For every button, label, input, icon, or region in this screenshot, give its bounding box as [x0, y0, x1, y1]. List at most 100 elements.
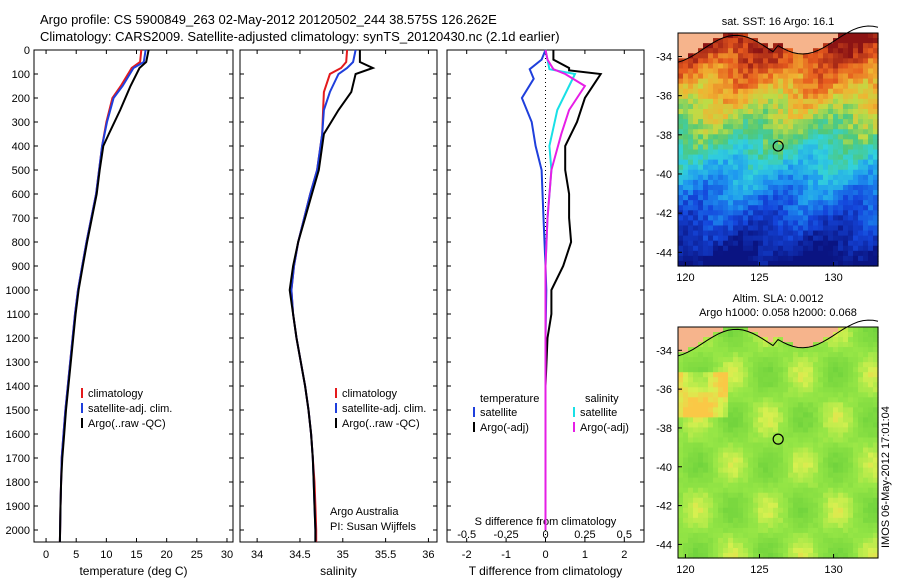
- map-cell: [683, 63, 689, 70]
- map-cell: [808, 457, 814, 464]
- map-cell: [818, 342, 824, 348]
- map-cell: [863, 68, 869, 75]
- map-cell: [808, 58, 814, 64]
- map-cell: [823, 98, 829, 105]
- map-cell: [808, 88, 814, 95]
- map-cell: [793, 245, 799, 252]
- map-cell: [863, 417, 869, 424]
- map-cell: [678, 367, 684, 373]
- map-cell: [748, 195, 754, 201]
- map-cell: [803, 159, 809, 166]
- map-cell: [803, 392, 809, 398]
- map-cell: [848, 347, 854, 353]
- map-cell: [748, 93, 754, 100]
- map-cell: [778, 149, 784, 156]
- map-cell: [818, 537, 824, 544]
- map-cell: [823, 382, 829, 388]
- map-cell: [723, 357, 729, 363]
- map-cell: [773, 397, 779, 403]
- map-cell: [803, 332, 809, 338]
- map-cell: [708, 53, 714, 59]
- map-cell: [843, 517, 849, 524]
- map-cell: [748, 119, 754, 125]
- map-cell: [813, 255, 819, 262]
- map-cell: [808, 179, 814, 186]
- map-cell: [773, 387, 779, 393]
- map-cell: [863, 392, 869, 398]
- map-cell: [843, 332, 849, 338]
- map-cell: [738, 124, 744, 130]
- map-cell: [698, 93, 704, 100]
- map-cell: [873, 527, 879, 534]
- map-cell: [753, 200, 759, 206]
- map-cell: [818, 205, 824, 211]
- map-cell: [733, 522, 739, 529]
- map-cell: [763, 417, 769, 424]
- map-cell: [718, 68, 724, 75]
- map-cell: [723, 452, 729, 459]
- panel-frame-2: [239, 49, 438, 543]
- map-cell: [683, 417, 689, 424]
- map-cell: [793, 210, 799, 216]
- map-cell: [743, 337, 749, 343]
- map-cell: [798, 397, 804, 403]
- map-cell: [718, 462, 724, 469]
- map-cell: [728, 139, 734, 146]
- map-cell: [873, 210, 879, 216]
- map-cell: [698, 33, 704, 39]
- map-cell: [798, 502, 804, 509]
- map-cell: [733, 342, 739, 348]
- map-cell: [858, 164, 864, 171]
- map-cell: [753, 537, 759, 544]
- map-cell: [808, 68, 814, 75]
- map-cell: [843, 250, 849, 257]
- map-cell: [863, 507, 869, 514]
- map-cell: [743, 139, 749, 146]
- map-cell: [793, 38, 799, 44]
- map-cell: [748, 547, 754, 554]
- map-cell: [848, 327, 854, 333]
- map-cell: [678, 195, 684, 201]
- map-cell: [793, 159, 799, 166]
- map-cell: [843, 149, 849, 156]
- map-cell: [808, 472, 814, 479]
- xtick-label: 2: [621, 549, 627, 561]
- map-cell: [768, 392, 774, 398]
- map-cell: [788, 397, 794, 403]
- map-cell: [683, 68, 689, 75]
- map-cell: [793, 472, 799, 479]
- map-cell: [703, 427, 709, 434]
- map-cell: [803, 367, 809, 373]
- map-cell: [868, 432, 874, 439]
- map-cell: [708, 332, 714, 338]
- map-cell: [763, 477, 769, 484]
- map-cell: [783, 502, 789, 509]
- map-cell: [768, 33, 774, 39]
- map-cell: [833, 332, 839, 338]
- map-cell: [848, 412, 854, 418]
- map-cell: [758, 512, 764, 519]
- map-cell: [783, 422, 789, 429]
- map-cell: [748, 352, 754, 358]
- map-cell: [713, 245, 719, 252]
- map-cell: [873, 367, 879, 373]
- map-cell: [813, 210, 819, 216]
- map-cell: [803, 48, 809, 54]
- map-cell: [833, 245, 839, 252]
- x-axis-label-2: salinity: [320, 564, 357, 578]
- map-cell: [788, 220, 794, 227]
- map-cell: [713, 527, 719, 534]
- map-cell: [743, 487, 749, 494]
- map-cell: [763, 235, 769, 242]
- map-cell: [688, 255, 694, 262]
- map-cell: [738, 467, 744, 474]
- map-cell: [763, 134, 769, 140]
- map-cell: [843, 357, 849, 363]
- map-cell: [808, 215, 814, 222]
- map-cell: [683, 437, 689, 444]
- map-cell: [813, 352, 819, 358]
- map-cell: [693, 367, 699, 373]
- map-cell: [788, 68, 794, 75]
- map-cell: [728, 169, 734, 176]
- map-cell: [778, 512, 784, 519]
